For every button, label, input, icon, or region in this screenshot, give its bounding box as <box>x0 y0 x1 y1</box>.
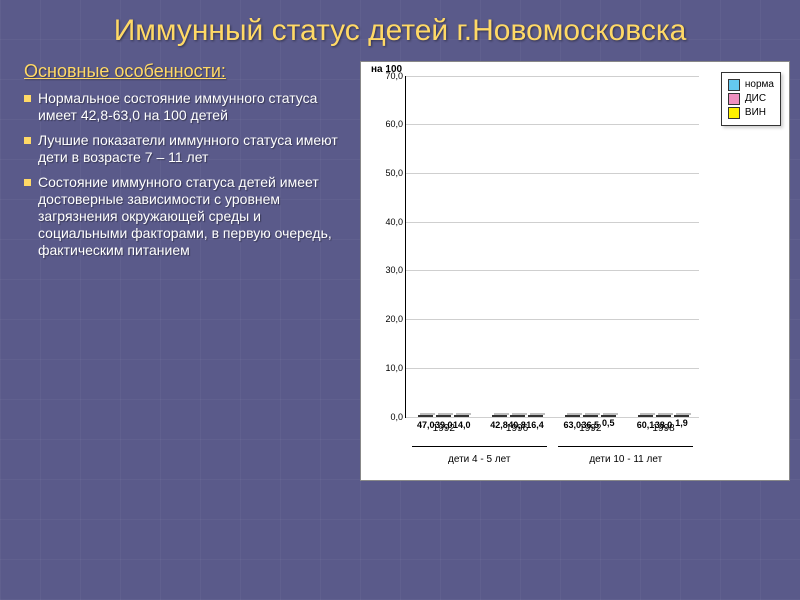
x-category-label: 1992 <box>561 423 619 434</box>
y-tick-label: 0,0 <box>390 412 403 422</box>
y-tick-label: 20,0 <box>385 314 403 324</box>
y-tick-label: 40,0 <box>385 217 403 227</box>
legend-item: ВИН <box>728 107 774 119</box>
gridline <box>406 319 699 320</box>
bar-ВИН: 14,0 <box>454 415 469 417</box>
bullet-item: Лучшие показатели иммунного статуса имею… <box>20 132 350 166</box>
bar-ДИС: 39,0 <box>436 415 451 417</box>
y-tick-label: 30,0 <box>385 265 403 275</box>
legend-swatch <box>728 79 740 91</box>
bar-ДИС: 36,5 <box>583 415 598 417</box>
bar-group: 60,138,01,9 <box>635 415 693 417</box>
x-category-label: 1998 <box>635 423 693 434</box>
bar-ДИС: 40,8 <box>510 415 525 417</box>
content-row: Основные особенности: Нормальное состоян… <box>0 57 800 491</box>
gridline <box>406 222 699 223</box>
x-group-bracket <box>412 446 547 447</box>
bar-ВИН: 16,4 <box>528 415 543 417</box>
bar-ВИН: 0,5 <box>601 415 616 417</box>
y-tick-label: 50,0 <box>385 168 403 178</box>
bar-group: 47,039,014,0 <box>415 415 473 417</box>
bullet-item: Состояние иммунного статуса детей имеет … <box>20 174 350 259</box>
bar-ВИН: 1,9 <box>674 415 689 417</box>
x-group-label: дети 4 - 5 лет <box>406 454 553 465</box>
bar-ДИС: 38,0 <box>656 415 671 417</box>
chart-legend: норма ДИС ВИН <box>721 72 781 126</box>
y-tick-label: 70,0 <box>385 71 403 81</box>
legend-item: ДИС <box>728 93 774 105</box>
bar-норма: 42,8 <box>492 415 507 417</box>
slide-title: Иммунный статус детей г.Новомосковска <box>0 0 800 57</box>
gridline <box>406 417 699 418</box>
plot-area: 0,010,020,030,040,050,060,070,047,039,01… <box>405 76 699 418</box>
legend-swatch <box>728 93 740 105</box>
text-column: Основные особенности: Нормальное состоян… <box>20 61 360 481</box>
bar-group: 63,036,50,5 <box>561 415 619 417</box>
bar-норма: 63,0 <box>565 415 580 417</box>
gridline <box>406 173 699 174</box>
bar-норма: 47,0 <box>418 415 433 417</box>
legend-item: норма <box>728 79 774 91</box>
x-category-label: 1992 <box>415 423 473 434</box>
bullet-item: Нормальное состояние иммунного статуса и… <box>20 90 350 124</box>
x-group-bracket <box>558 446 693 447</box>
bar-group: 42,840,816,4 <box>488 415 546 417</box>
subheading: Основные особенности: <box>24 61 350 82</box>
y-tick-label: 10,0 <box>385 363 403 373</box>
gridline <box>406 124 699 125</box>
legend-label: норма <box>745 79 774 90</box>
bar-норма: 60,1 <box>638 415 653 417</box>
bar-chart: на 100 0,010,020,030,040,050,060,070,047… <box>360 61 790 481</box>
legend-label: ДИС <box>745 93 766 104</box>
x-category-label: 1996 <box>488 423 546 434</box>
gridline <box>406 368 699 369</box>
legend-swatch <box>728 107 740 119</box>
gridline <box>406 270 699 271</box>
x-group-label: дети 10 - 11 лет <box>553 454 700 465</box>
bullet-list: Нормальное состояние иммунного статуса и… <box>20 90 350 260</box>
legend-label: ВИН <box>745 107 766 118</box>
y-tick-label: 60,0 <box>385 119 403 129</box>
gridline <box>406 76 699 77</box>
